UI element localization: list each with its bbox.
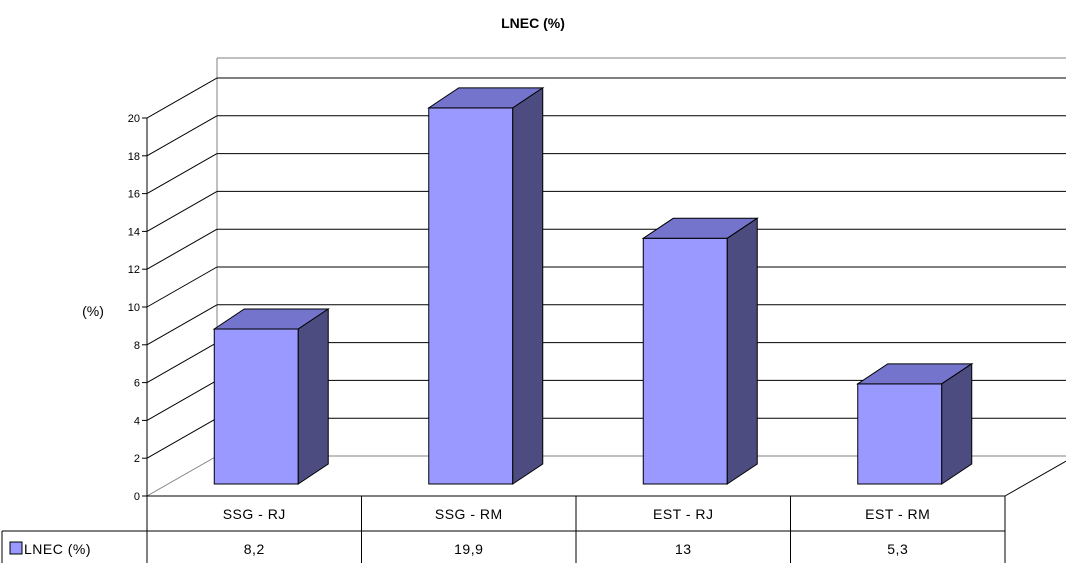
bars	[212, 86, 974, 485]
floor-left-depth-edge	[146, 455, 218, 497]
gridline-side-8	[146, 153, 218, 195]
bar-0	[212, 308, 330, 485]
gridline-side-5	[146, 266, 218, 308]
gridline-side-2	[146, 379, 218, 421]
gridline-side-6	[146, 228, 218, 270]
gridline-side-10	[146, 77, 218, 119]
category-label-2: EST - RJ	[653, 506, 714, 522]
gridline-side-9	[146, 115, 218, 157]
bar-front-1	[428, 107, 514, 485]
bar-side-3	[941, 362, 973, 485]
y-tick-label-5: 10	[128, 302, 140, 314]
y-tick-label-9: 18	[128, 151, 140, 163]
floor-right-depth-edge	[1004, 460, 1066, 497]
bar-3	[856, 362, 974, 485]
bar-front-2	[642, 237, 728, 485]
value-label-0: 8,2	[244, 541, 265, 557]
value-label-1: 19,9	[454, 541, 483, 557]
bar-side-1	[512, 86, 544, 485]
category-label-0: SSG - RJ	[223, 506, 286, 522]
y-tick-label-3: 6	[134, 378, 140, 390]
bar-side-2	[726, 217, 758, 485]
category-label-1: SSG - RM	[435, 506, 503, 522]
value-label-2: 13	[675, 541, 692, 557]
legend-swatch	[9, 541, 23, 555]
gridline-side-3	[146, 342, 218, 384]
legend-label: LNEC (%)	[24, 541, 91, 557]
category-label-3: EST - RM	[865, 506, 930, 522]
gridline-side-4	[146, 304, 218, 346]
bar-front-3	[857, 383, 943, 485]
y-tick-label-7: 14	[128, 226, 140, 238]
bar-front-0	[213, 328, 299, 485]
y-tick-label-6: 12	[128, 264, 140, 276]
y-tick-label-8: 16	[128, 189, 140, 201]
y-tick-label-0: 0	[134, 491, 140, 503]
y-axis-label: (%)	[82, 303, 104, 319]
bar-side-0	[297, 308, 329, 485]
gridline-side-7	[146, 190, 218, 232]
y-tick-label-10: 20	[128, 113, 140, 125]
gridline-side-1	[146, 417, 218, 459]
bar-2	[641, 217, 759, 485]
y-axis: 0 2 4 6 8 10 12 14 16 18 20	[128, 113, 1005, 503]
y-tick-label-2: 4	[134, 415, 140, 427]
chart-title: LNEC (%)	[501, 15, 565, 31]
value-label-3: 5,3	[887, 541, 908, 557]
y-tick-label-1: 2	[134, 453, 140, 465]
data-table: SSG - RJ 8,2 SSG - RM 19,9 EST - RJ 13 EST - R…	[1, 496, 1006, 563]
bar-1	[427, 86, 545, 485]
y-tick-label-4: 8	[134, 340, 140, 352]
